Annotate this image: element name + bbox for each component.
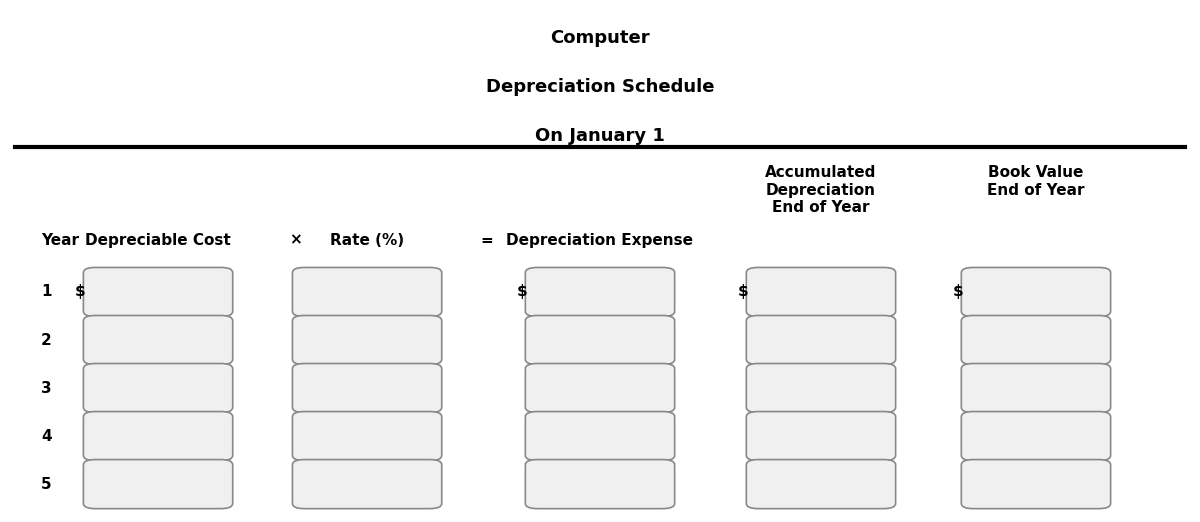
Text: 5: 5 [41,477,52,492]
Text: $: $ [517,284,528,300]
FancyBboxPatch shape [293,411,442,460]
Text: On January 1: On January 1 [535,127,665,145]
FancyBboxPatch shape [746,363,895,412]
FancyBboxPatch shape [961,411,1111,460]
Text: 4: 4 [41,429,52,444]
FancyBboxPatch shape [746,411,895,460]
FancyBboxPatch shape [961,363,1111,412]
FancyBboxPatch shape [84,315,233,364]
FancyBboxPatch shape [746,315,895,364]
FancyBboxPatch shape [961,315,1111,364]
Text: $: $ [76,284,85,300]
FancyBboxPatch shape [526,363,674,412]
FancyBboxPatch shape [293,363,442,412]
Text: Accumulated
Depreciation
End of Year: Accumulated Depreciation End of Year [766,165,877,215]
Text: $: $ [738,284,749,300]
FancyBboxPatch shape [84,459,233,508]
FancyBboxPatch shape [961,459,1111,508]
Text: Depreciation Schedule: Depreciation Schedule [486,78,714,96]
FancyBboxPatch shape [961,267,1111,316]
Text: Year: Year [41,233,79,247]
Text: Rate (%): Rate (%) [330,233,404,247]
Text: 1: 1 [41,284,52,300]
FancyBboxPatch shape [293,315,442,364]
FancyBboxPatch shape [84,363,233,412]
Text: 2: 2 [41,333,52,348]
FancyBboxPatch shape [746,459,895,508]
Text: Book Value
End of Year: Book Value End of Year [988,165,1085,198]
FancyBboxPatch shape [293,459,442,508]
FancyBboxPatch shape [526,315,674,364]
Text: Depreciable Cost: Depreciable Cost [85,233,230,247]
Text: ×: × [289,233,301,247]
FancyBboxPatch shape [746,267,895,316]
Text: Depreciation Expense: Depreciation Expense [506,233,694,247]
Text: 3: 3 [41,381,52,396]
FancyBboxPatch shape [293,267,442,316]
FancyBboxPatch shape [84,411,233,460]
Text: =: = [480,233,493,247]
Text: Computer: Computer [550,29,650,46]
FancyBboxPatch shape [526,411,674,460]
FancyBboxPatch shape [526,459,674,508]
FancyBboxPatch shape [84,267,233,316]
Text: $: $ [953,284,964,300]
FancyBboxPatch shape [526,267,674,316]
